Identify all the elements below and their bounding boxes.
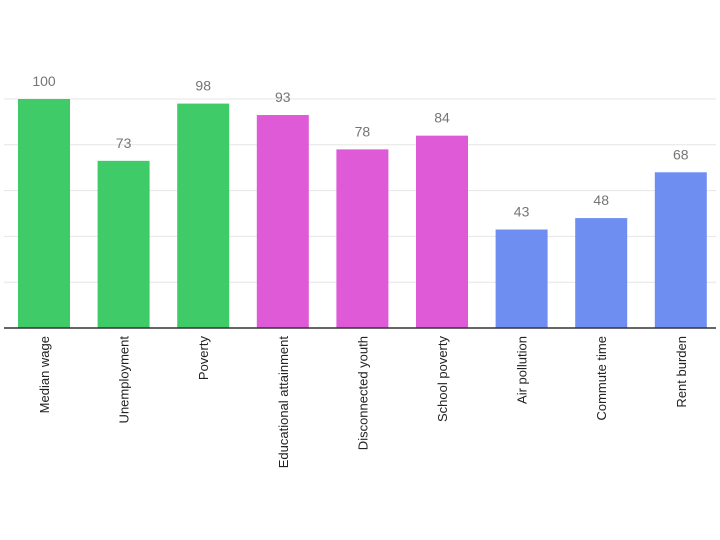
- bar-value-label: 73: [116, 135, 132, 151]
- bar-value-label: 48: [593, 192, 609, 208]
- category-label: School poverty: [435, 336, 450, 422]
- bar: [654, 172, 707, 328]
- category-label: Unemployment: [117, 336, 132, 424]
- category-label: Air pollution: [515, 336, 530, 404]
- value-labels: 100 73 98 93 78 84 43 48 68: [32, 73, 688, 220]
- bar-value-label: 100: [32, 73, 56, 89]
- bar-value-label: 78: [355, 123, 371, 139]
- bar: [495, 229, 548, 328]
- bars: [18, 99, 707, 328]
- bar-value-label: 43: [514, 204, 530, 220]
- bar: [256, 115, 309, 328]
- bar: [97, 160, 150, 328]
- category-label: Rent burden: [674, 336, 689, 408]
- bar: [336, 149, 389, 328]
- bar-value-label: 84: [434, 110, 450, 126]
- bar-value-label: 98: [195, 78, 211, 94]
- bar: [575, 218, 628, 328]
- category-labels: Median wage Unemployment Poverty Educationa…: [37, 336, 689, 469]
- category-label: Poverty: [196, 336, 211, 381]
- category-label: Commute time: [594, 336, 609, 421]
- bar-value-label: 68: [673, 146, 689, 162]
- category-label: Disconnected youth: [355, 336, 370, 450]
- bar-value-label: 93: [275, 89, 291, 105]
- bar: [416, 135, 468, 328]
- bar: [18, 99, 70, 328]
- category-label: Median wage: [37, 336, 52, 413]
- bar: [177, 103, 230, 328]
- category-label: Educational attainment: [276, 336, 291, 469]
